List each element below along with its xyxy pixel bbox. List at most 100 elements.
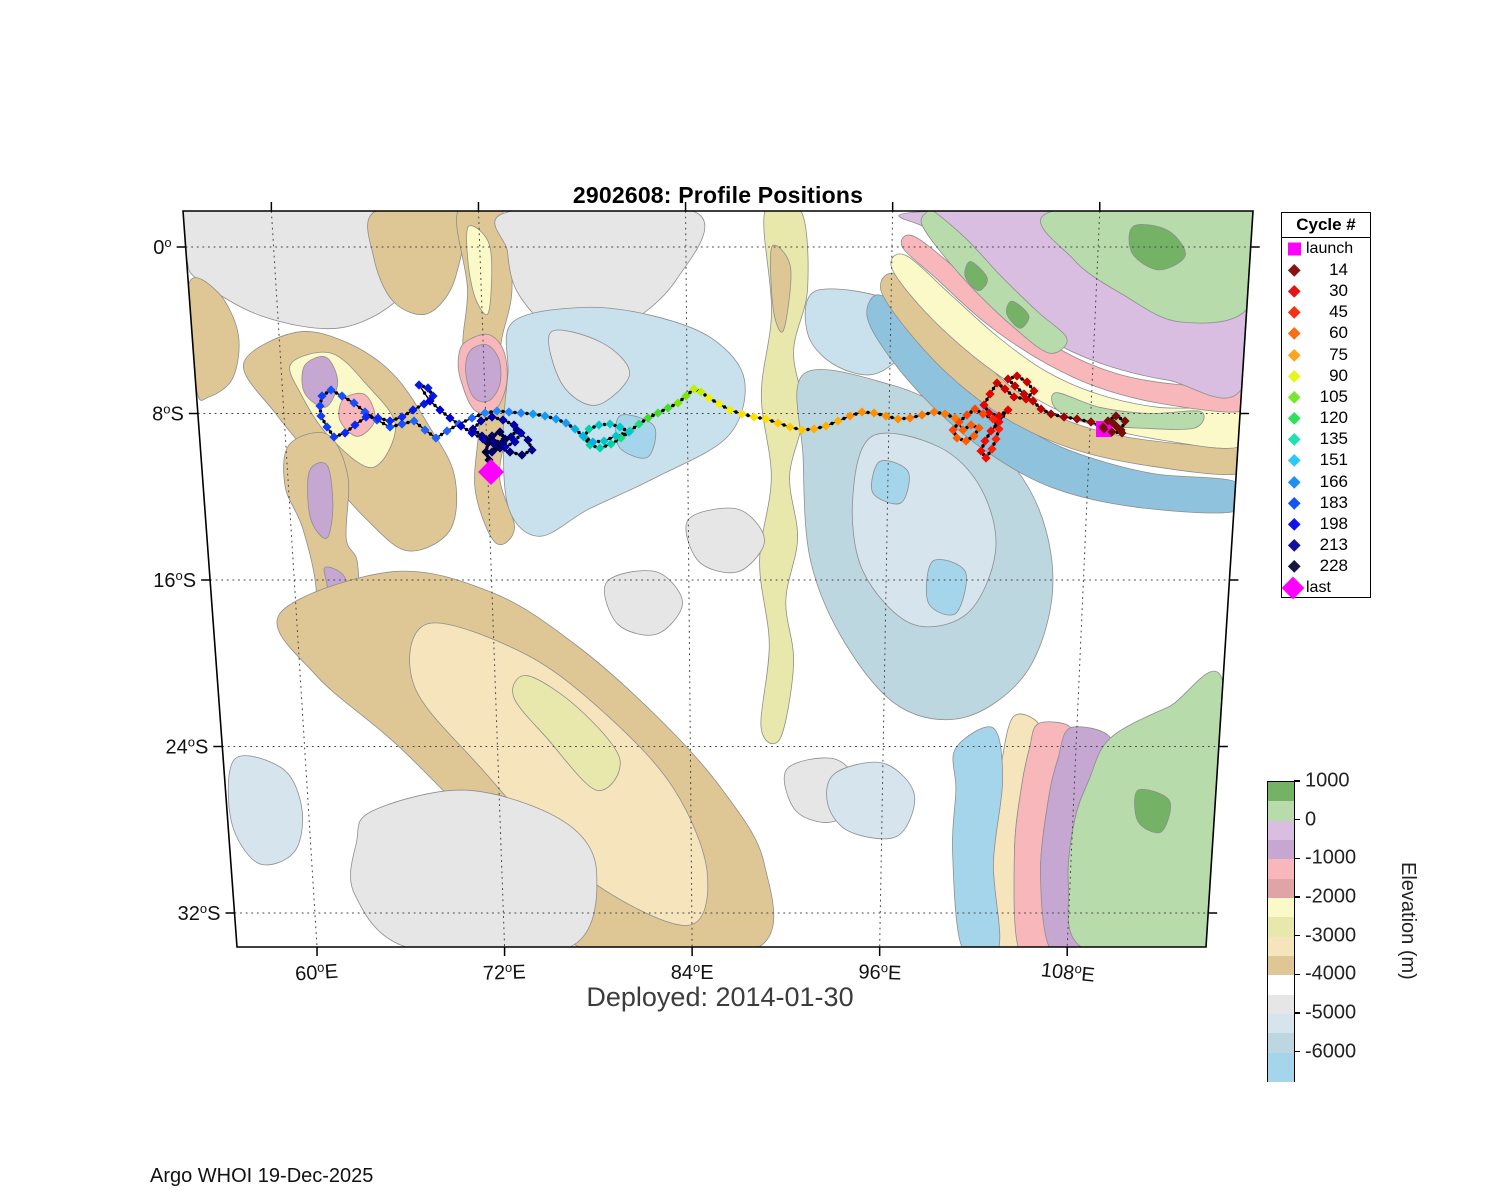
profile-marker xyxy=(588,437,598,447)
profile-marker xyxy=(958,425,968,435)
profile-marker xyxy=(1036,404,1046,414)
bathymetry-region-chagos-purple-big xyxy=(465,344,502,403)
profile-marker xyxy=(991,434,1001,444)
profile-marker xyxy=(373,413,383,423)
track-dot xyxy=(1044,409,1048,414)
track-dot xyxy=(1055,413,1060,418)
cycle-diamond-icon xyxy=(1288,327,1301,340)
profile-marker xyxy=(809,424,819,434)
profile-marker xyxy=(425,396,435,406)
profile-marker xyxy=(316,411,326,421)
profile-marker xyxy=(681,391,691,401)
profile-marker xyxy=(594,420,604,430)
profile-marker xyxy=(634,419,644,429)
profile-marker xyxy=(420,425,430,435)
profile-marker xyxy=(624,427,634,437)
bathymetry-region-chagos-yellow xyxy=(466,225,493,316)
colorbar-tick xyxy=(1294,1012,1300,1014)
track-dot xyxy=(602,422,607,427)
profile-marker xyxy=(578,431,588,441)
profile-marker xyxy=(979,400,989,410)
track-dot xyxy=(1017,388,1022,392)
profile-marker xyxy=(653,408,663,418)
cycle-legend: Cycle # launch 14 30 45 60 75 90 105 120 135 151 16… xyxy=(1281,212,1371,599)
colorbar-tick-label: -3000 xyxy=(1305,924,1357,947)
track-dot xyxy=(370,415,374,420)
profile-marker xyxy=(480,408,490,418)
profile-marker xyxy=(952,433,962,443)
profile-marker xyxy=(435,405,445,415)
track-dot xyxy=(508,442,512,447)
profile-marker xyxy=(1012,371,1022,381)
colorbar-segment xyxy=(1268,936,1294,956)
legend-item-60: 60 xyxy=(1282,323,1370,344)
profile-marker xyxy=(978,409,988,419)
map-border xyxy=(182,210,1254,948)
legend-label: 60 xyxy=(1329,323,1348,343)
profile-marker xyxy=(833,416,843,426)
colorbar-tick-label: -5000 xyxy=(1305,1001,1357,1024)
legend-item-166: 166 xyxy=(1282,471,1370,492)
legend-label: 198 xyxy=(1319,514,1348,534)
profile-marker xyxy=(326,385,336,395)
track-dot xyxy=(641,419,646,423)
cycle-diamond-icon xyxy=(1288,263,1301,276)
track-dot xyxy=(926,411,930,416)
bathymetry-region-sumatra-highland-1 xyxy=(964,261,988,292)
track-dot xyxy=(902,416,906,421)
profile-marker xyxy=(845,411,855,421)
lat-tick-label: 0o xyxy=(153,235,171,259)
track-dot xyxy=(914,414,918,419)
track-dot xyxy=(651,413,655,418)
profile-marker xyxy=(385,422,395,432)
profile-marker xyxy=(984,408,994,418)
cycle-diamond-icon xyxy=(1288,369,1301,382)
colorbar-segment xyxy=(1268,1052,1294,1082)
cycle-diamond-icon xyxy=(1288,560,1301,573)
profile-marker xyxy=(673,398,683,408)
profile-marker xyxy=(1029,386,1039,396)
profile-marker xyxy=(468,424,478,434)
track-dot xyxy=(328,430,333,434)
track-dot xyxy=(608,436,612,441)
profile-marker xyxy=(495,427,505,437)
bathymetry-region-ridge-pink-1 xyxy=(338,392,376,437)
track-dot xyxy=(1028,393,1032,397)
profile-marker xyxy=(570,424,580,434)
lat-tick-label: 32oS xyxy=(178,901,221,925)
track-dot xyxy=(878,412,882,417)
profile-marker xyxy=(980,436,990,446)
track-dot xyxy=(984,407,989,411)
profile-marker xyxy=(948,425,958,435)
profile-marker xyxy=(528,409,538,419)
profile-marker xyxy=(606,439,616,449)
track-dot xyxy=(348,427,352,431)
graticule xyxy=(185,210,1251,948)
profile-marker xyxy=(611,431,621,441)
track-dot xyxy=(680,397,684,402)
track-dot xyxy=(512,431,516,436)
profile-marker xyxy=(962,410,972,420)
profile-marker xyxy=(504,407,514,417)
track-dot xyxy=(1118,416,1123,421)
bathymetry-region-australia-highland xyxy=(1134,788,1171,834)
cycle-diamond-icon xyxy=(1288,412,1301,425)
track-dot xyxy=(818,425,822,430)
bathymetry-region-ridge-ninetyeast xyxy=(759,211,809,745)
profile-marker xyxy=(487,431,497,441)
legend-item-75: 75 xyxy=(1282,344,1370,365)
profile-marker xyxy=(725,405,735,415)
cycle-diamond-icon xyxy=(1288,454,1301,467)
cycle-diamond-icon xyxy=(1288,496,1301,509)
cycle-diamond-icon xyxy=(1288,348,1301,361)
colorbar-tick-label: -6000 xyxy=(1305,1040,1357,1063)
profile-marker xyxy=(994,424,1004,434)
track-dot xyxy=(394,423,398,428)
legend-item-120: 120 xyxy=(1282,408,1370,429)
lon-tick-label: 108oE xyxy=(1040,957,1096,987)
colorbar-segment xyxy=(1268,1033,1294,1053)
launch-square-icon xyxy=(1288,242,1301,256)
page-title: 2902608: Profile Positions xyxy=(572,182,864,208)
profile-marker xyxy=(423,383,433,393)
profile-marker xyxy=(512,425,522,435)
